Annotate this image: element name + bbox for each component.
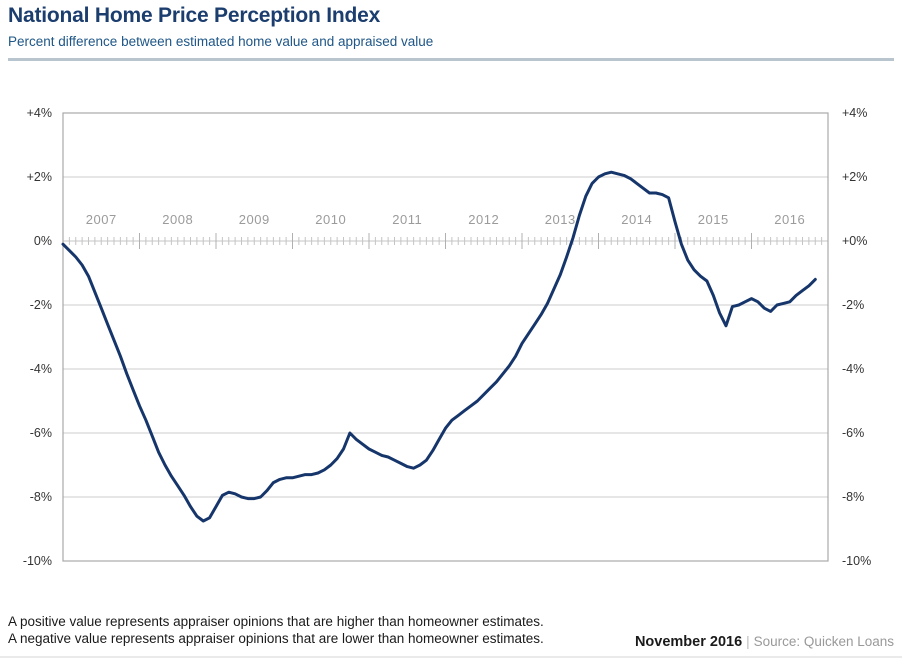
y-axis-label-left: 0%: [33, 234, 52, 248]
y-axis-label-right: -8%: [842, 490, 865, 504]
chart-footnotes: A positive value represents appraiser op…: [8, 613, 544, 647]
page-subtitle: Percent difference between estimated hom…: [8, 34, 434, 49]
x-axis-year-label: 2010: [315, 212, 347, 227]
x-axis-year-label: 2013: [544, 212, 576, 227]
y-axis-label-left: +4%: [26, 106, 52, 120]
bottom-rule: [0, 656, 902, 658]
y-axis-label-right: +2%: [842, 170, 868, 184]
y-axis-label-right: -2%: [842, 298, 865, 312]
x-axis-year-label: 2009: [238, 212, 270, 227]
footnote-positive: A positive value represents appraiser op…: [8, 614, 544, 629]
y-axis-label-right: -10%: [842, 554, 872, 568]
x-axis-year-label: 2016: [774, 212, 806, 227]
y-axis-label-left: +2%: [26, 170, 52, 184]
y-axis-label-right: -6%: [842, 426, 865, 440]
hppi-data-line: [61, 170, 817, 523]
header-divider: [8, 58, 894, 61]
y-axis-label-left: -6%: [29, 426, 52, 440]
y-axis-label-left: -4%: [29, 362, 52, 376]
source-line: November 2016 | Source: Quicken Loans: [635, 634, 894, 650]
x-axis-year-label: 2015: [697, 212, 729, 227]
y-axis-label-left: -2%: [29, 298, 52, 312]
y-axis-label-left: -8%: [29, 490, 52, 504]
x-axis-year-label: 2011: [392, 212, 423, 227]
plot-border: [62, 112, 829, 562]
report-date: November 2016: [634, 634, 743, 650]
x-axis-year-label: 2007: [85, 212, 117, 227]
y-axis-label-right: +0%: [842, 234, 868, 248]
x-axis-year-label: 2014: [621, 212, 653, 227]
x-axis-year-label: 2012: [468, 212, 500, 227]
source-credit: Source: Quicken Loans: [753, 634, 894, 649]
page-title: National Home Price Perception Index: [8, 4, 381, 27]
y-axis-label-right: -4%: [842, 362, 865, 376]
y-axis-label-right: +4%: [842, 106, 868, 120]
footnote-negative: A negative value represents appraiser op…: [8, 631, 544, 646]
y-axis-label-left: -10%: [22, 554, 52, 568]
x-axis-year-label: 2008: [162, 212, 194, 227]
source-separator: |: [746, 634, 750, 649]
